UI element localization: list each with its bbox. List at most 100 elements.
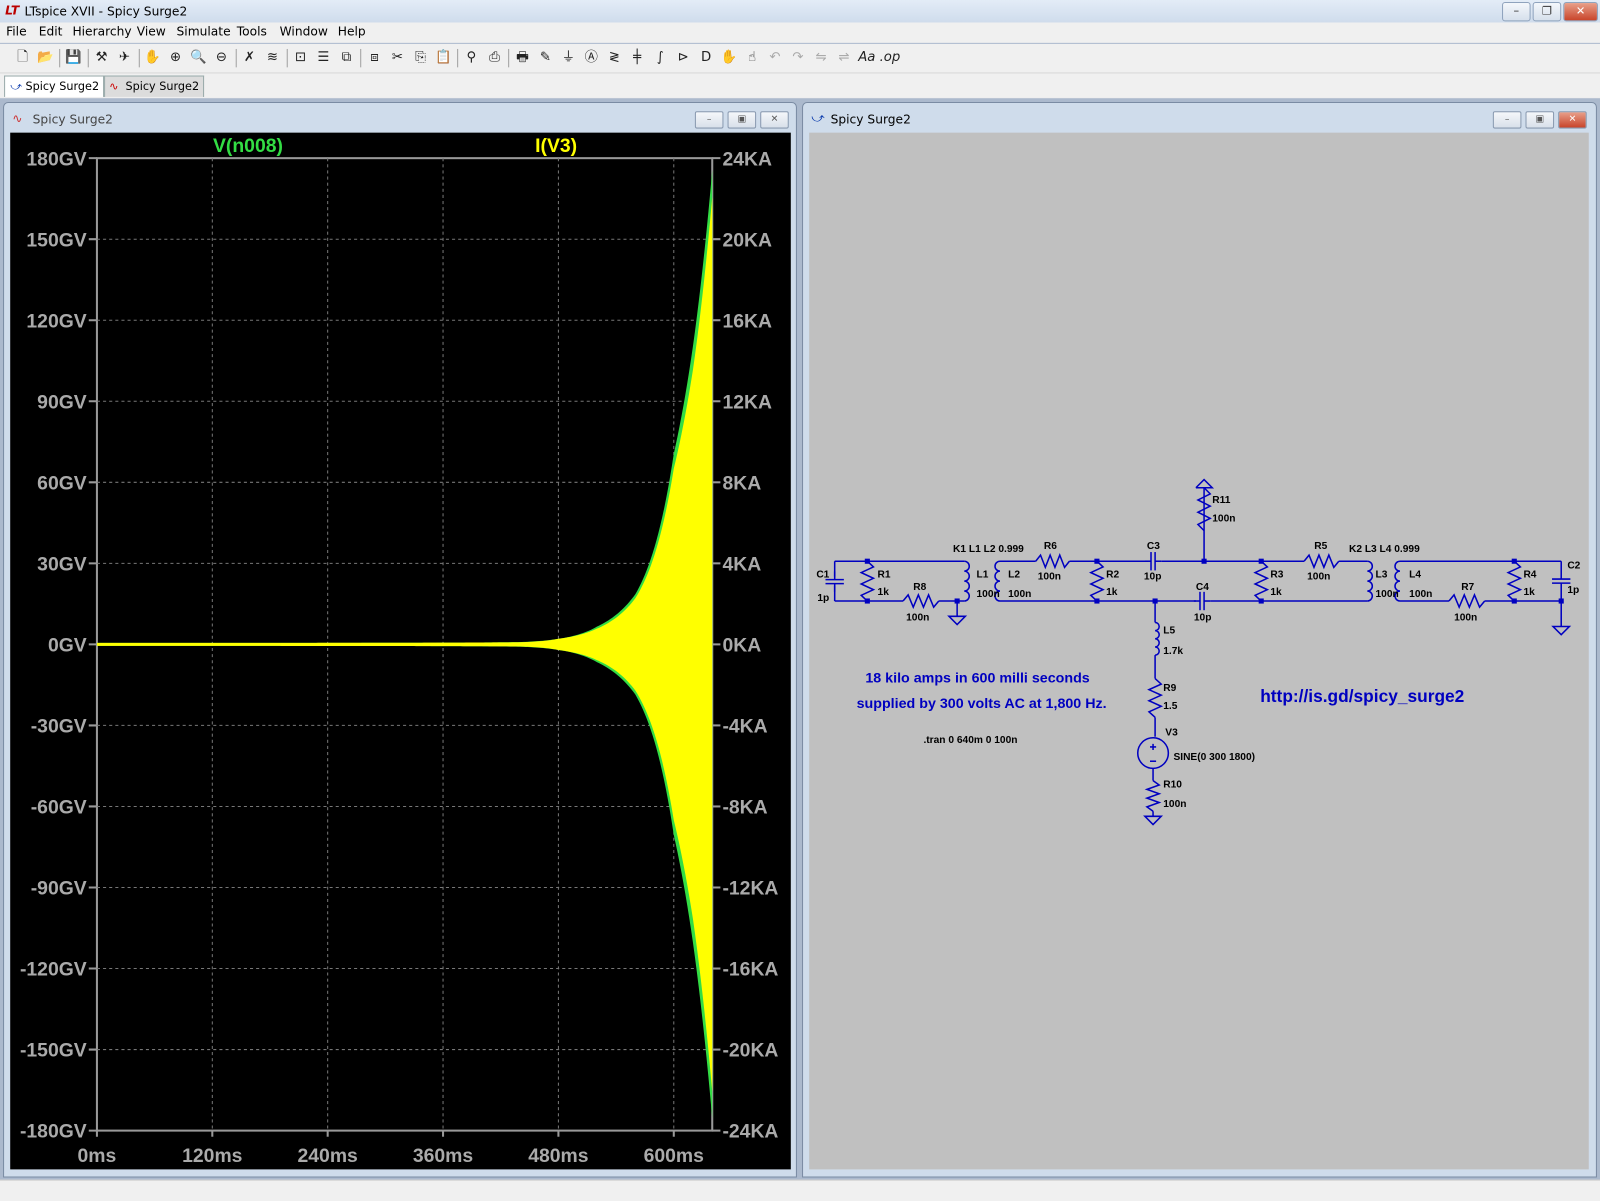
drag-icon[interactable]: ☝ [747, 49, 757, 66]
label-l3v[interactable]: 100n [1375, 589, 1398, 600]
label-r4[interactable]: R4 [1523, 570, 1536, 581]
legend-v-n008[interactable]: V(n008) [213, 135, 283, 157]
label-c3v[interactable]: 10p [1144, 572, 1162, 583]
redo-icon[interactable]: ↷ [792, 49, 804, 66]
label-l4[interactable]: L4 [1409, 570, 1421, 581]
label-l2[interactable]: L2 [1008, 570, 1020, 581]
zoom-cancel-icon[interactable]: ✗ [243, 49, 256, 66]
label-r8v[interactable]: 100n [906, 612, 929, 623]
label-r9[interactable]: R9 [1163, 683, 1176, 694]
label-r5[interactable]: R5 [1314, 541, 1327, 552]
menu-edit[interactable]: Edit [38, 24, 63, 39]
plot-restore-button[interactable]: ▣ [727, 111, 757, 129]
tile-horizontal-icon[interactable]: ☰ [317, 49, 330, 66]
label-k1[interactable]: K1 L1 L2 0.999 [953, 544, 1024, 555]
cut-icon[interactable]: ✂ [391, 49, 404, 66]
plot-close-button[interactable]: ✕ [760, 111, 789, 129]
paste-icon[interactable]: 📋 [435, 49, 452, 66]
label-c4[interactable]: C4 [1196, 582, 1209, 593]
schematic-minimize-button[interactable]: – [1492, 111, 1522, 129]
cascade-icon[interactable]: ⧉ [341, 49, 352, 66]
print-preview-icon[interactable]: ⎙ [489, 49, 500, 66]
label-r4v[interactable]: 1k [1523, 587, 1535, 598]
label-r7v[interactable]: 100n [1454, 612, 1477, 623]
menu-help[interactable]: Help [337, 24, 366, 39]
schematic-close-button[interactable]: ✕ [1558, 111, 1587, 129]
inductor-l4[interactable] [1394, 560, 1401, 602]
rotate-icon[interactable]: ⇋ [815, 49, 827, 66]
label-r1[interactable]: R1 [878, 570, 891, 581]
new-schematic-icon[interactable]: 🗋 [17, 49, 28, 66]
label-l1[interactable]: L1 [977, 570, 989, 581]
comment-line-2[interactable]: supplied by 300 volts AC at 1,800 Hz. [857, 696, 1107, 712]
inductor-l2[interactable] [994, 560, 1001, 602]
legend-i-v3[interactable]: I(V3) [535, 135, 577, 157]
move-icon[interactable]: ✋ [720, 49, 738, 66]
label-r6[interactable]: R6 [1044, 541, 1057, 552]
label-l5[interactable]: L5 [1163, 626, 1175, 637]
capacitor-icon[interactable]: ╪ [633, 49, 642, 66]
label-r9v[interactable]: 1.5 [1163, 701, 1177, 712]
label-r7[interactable]: R7 [1461, 582, 1474, 593]
inductor-l5[interactable] [1154, 621, 1160, 656]
tab-schematic[interactable]: ⤻ Spicy Surge2 [4, 75, 105, 97]
label-l1v[interactable]: 100n [977, 589, 1000, 600]
label-r8[interactable]: R8 [913, 582, 926, 593]
label-r10v[interactable]: 100n [1163, 799, 1186, 810]
label-l5v[interactable]: 1.7k [1163, 646, 1183, 657]
wire-icon[interactable]: ✎ [539, 49, 551, 66]
menu-view[interactable]: View [136, 24, 166, 39]
schematic-restore-button[interactable]: ▣ [1525, 111, 1555, 129]
text-icon[interactable]: Aa [858, 49, 876, 66]
resistor-icon[interactable]: ≷ [608, 49, 620, 66]
schematic-canvas[interactable]: C1 1p R1 1k R8 100n K1 L1 L2 0.999 L1 100n L2 100n… [809, 132, 1589, 1170]
tile-vertical-icon[interactable]: ⧈ [370, 49, 379, 66]
autorange-icon[interactable]: ≋ [266, 49, 279, 66]
label-l2v[interactable]: 100n [1008, 589, 1031, 600]
halt-icon[interactable]: ✋ [144, 49, 161, 66]
tab-waveform[interactable]: ∿ Spicy Surge2 [104, 75, 205, 97]
label-k2[interactable]: K2 L3 L4 0.999 [1349, 544, 1420, 555]
label-r11v[interactable]: 100n [1212, 513, 1235, 524]
zoom-out-icon[interactable]: ⊖ [215, 49, 227, 66]
copy-icon[interactable]: ⎘ [415, 49, 426, 66]
label-l3[interactable]: L3 [1375, 570, 1387, 581]
mirror-icon[interactable]: ⇌ [838, 49, 850, 66]
menu-tools[interactable]: Tools [236, 24, 267, 39]
ground-icon[interactable]: ⏚ [561, 49, 575, 66]
component-icon[interactable]: D [700, 49, 712, 66]
spice-directive-icon[interactable]: .op [879, 49, 901, 66]
menu-file[interactable]: File [6, 24, 27, 39]
diode-icon[interactable]: ⊳ [677, 49, 689, 66]
label-c4v[interactable]: 10p [1194, 612, 1212, 623]
waveform-plot[interactable]: 0ms 120ms 240ms 360ms 480ms 600ms 180GV 24KA 150… [10, 132, 791, 1170]
label-v3v[interactable]: SINE(0 300 1800) [1173, 752, 1255, 763]
label-c2[interactable]: C2 [1567, 560, 1580, 571]
find-icon[interactable]: ⚲ [466, 49, 477, 66]
menu-hierarchy[interactable]: Hierarchy [72, 24, 132, 39]
label-c2v[interactable]: 1p [1567, 585, 1579, 596]
close-button[interactable]: ✕ [1563, 2, 1598, 22]
spice-directive[interactable]: .tran 0 640m 0 100n [923, 735, 1017, 746]
label-c3[interactable]: C3 [1147, 541, 1160, 552]
label-r10[interactable]: R10 [1163, 780, 1182, 791]
label-r3[interactable]: R3 [1270, 570, 1283, 581]
label-r2[interactable]: R2 [1106, 570, 1119, 581]
open-icon[interactable]: 📂 [37, 49, 54, 66]
label-c1v[interactable]: 1p [817, 593, 829, 604]
fit-icon[interactable]: ⊡ [294, 49, 307, 66]
label-r2v[interactable]: 1k [1106, 587, 1118, 598]
label-r6v[interactable]: 100n [1038, 572, 1061, 583]
menu-window[interactable]: Window [279, 24, 328, 39]
undo-icon[interactable]: ↶ [769, 49, 781, 66]
url-comment[interactable]: http://is.gd/spicy_surge2 [1260, 686, 1464, 706]
zoom-pan-icon[interactable]: 🔍 [190, 49, 207, 66]
save-icon[interactable]: 💾 [65, 49, 82, 66]
minimize-button[interactable]: – [1502, 2, 1531, 22]
zoom-in-icon[interactable]: ⊕ [169, 49, 182, 66]
label-c1[interactable]: C1 [816, 570, 829, 581]
print-icon[interactable]: 🖶 [516, 49, 529, 66]
label-v3[interactable]: V3 [1165, 728, 1178, 739]
label-r1v[interactable]: 1k [878, 587, 890, 598]
label-icon[interactable]: Ⓐ [584, 49, 598, 66]
